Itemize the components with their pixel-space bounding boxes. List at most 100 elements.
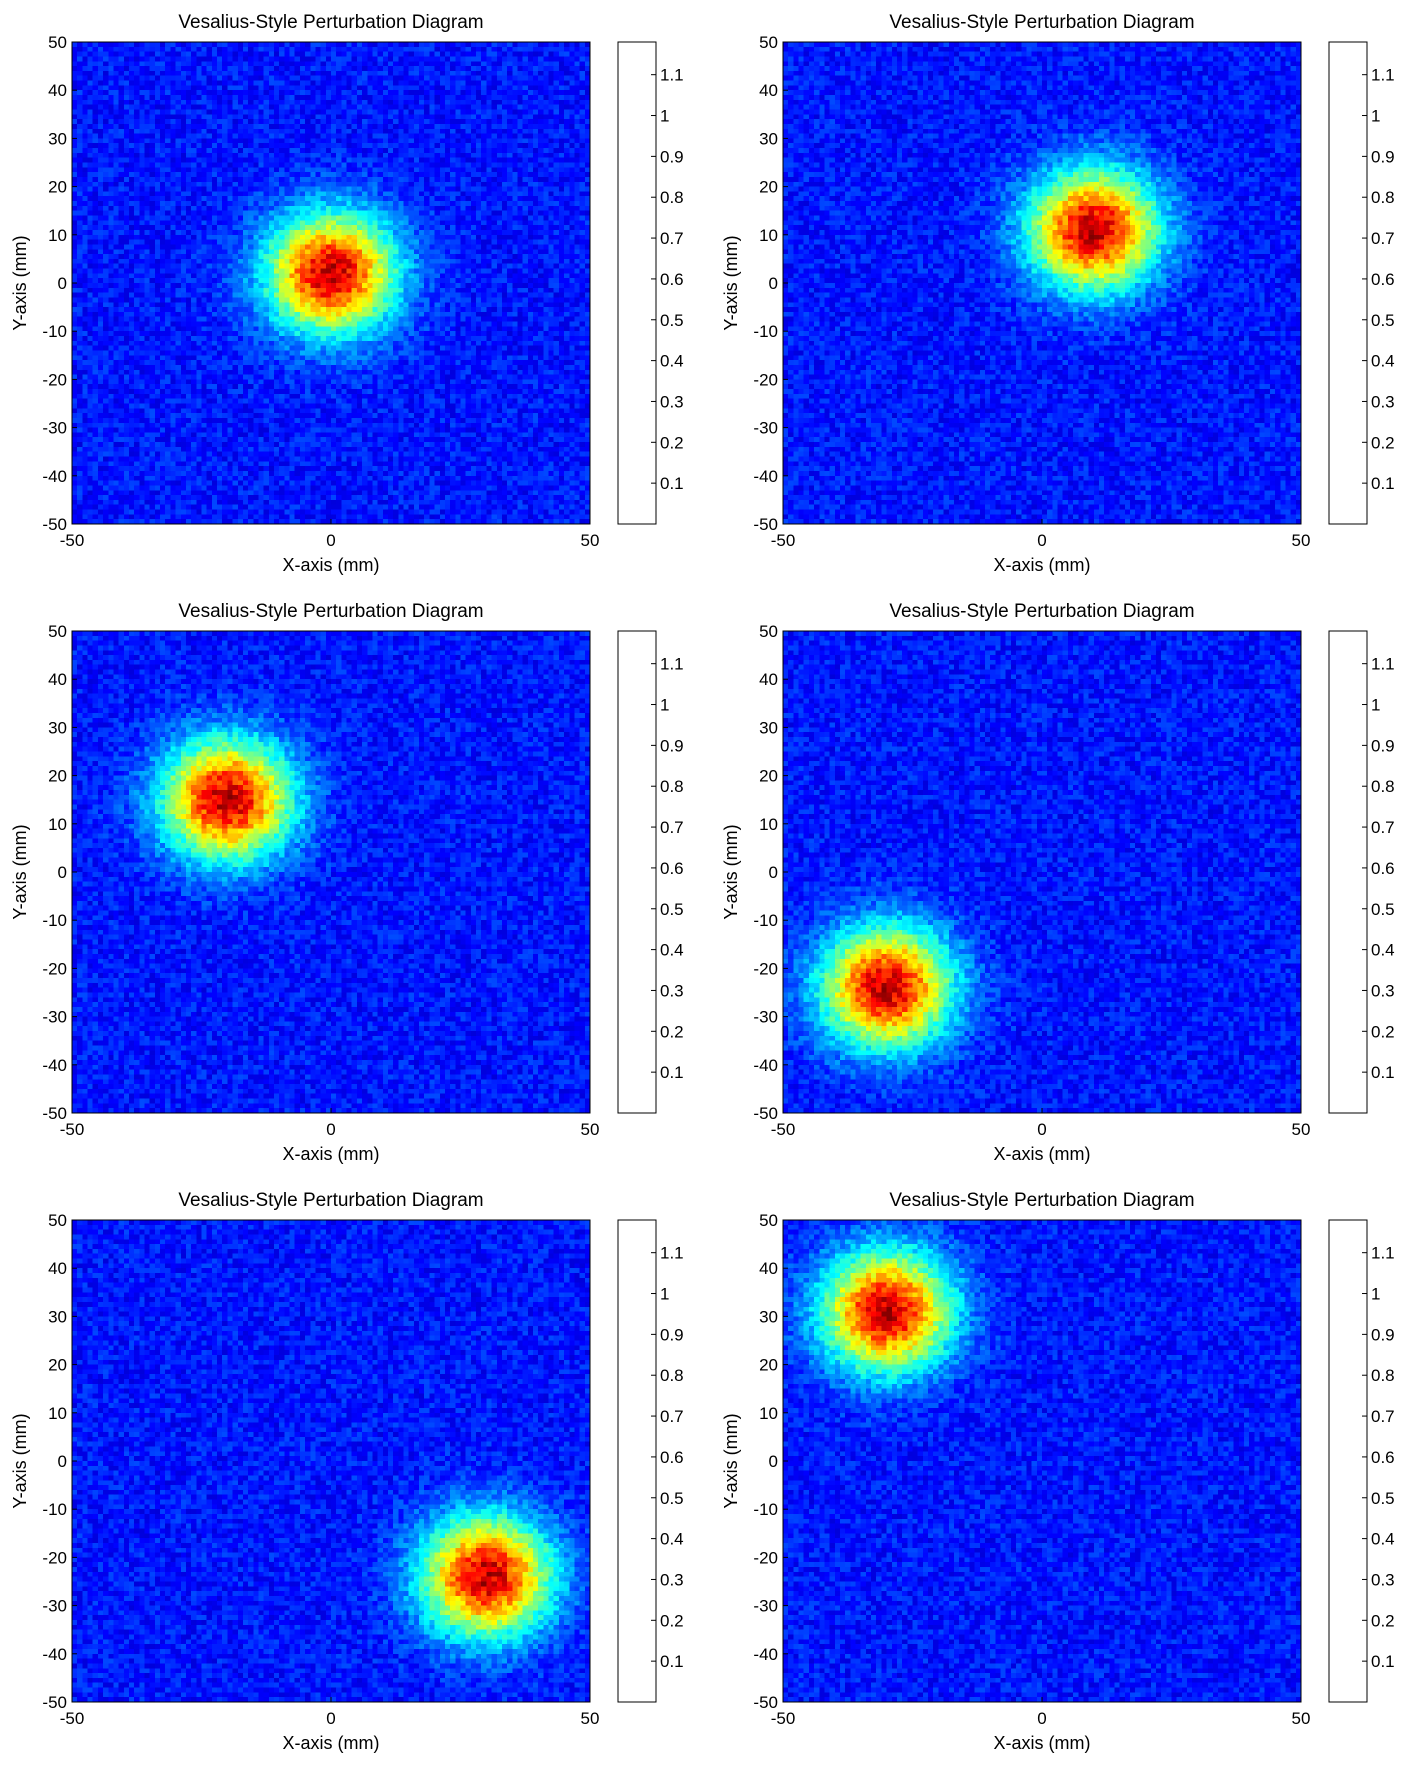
x-axis-label: X-axis (mm) bbox=[283, 1733, 380, 1753]
y-tick-label: -50 bbox=[42, 1693, 67, 1712]
chart-svg: Vesalius-Style Perturbation Diagram 50 40 3… bbox=[10, 12, 684, 575]
colorbar-tick-label: 0.7 bbox=[1371, 818, 1395, 837]
colorbar-tick-label: 1 bbox=[1371, 1285, 1380, 1304]
colorbar-tick-label: 1 bbox=[660, 696, 669, 715]
colorbar-tick-label: 0.3 bbox=[1371, 1570, 1395, 1589]
colorbar-tick-label: 0.8 bbox=[660, 1366, 684, 1385]
y-tick-label: 10 bbox=[48, 226, 67, 245]
colorbar-tick-label: 0.4 bbox=[1371, 941, 1395, 960]
chart-svg: Vesalius-Style Perturbation Diagram 50 40 3… bbox=[721, 601, 1395, 1164]
y-tick-label: 50 bbox=[759, 33, 778, 52]
y-tick-label: 30 bbox=[759, 1307, 778, 1326]
x-axis-label: X-axis (mm) bbox=[994, 1733, 1091, 1753]
colorbar-tick-label: 0.9 bbox=[660, 147, 684, 166]
y-tick-label: -20 bbox=[42, 370, 67, 389]
y-tick-label: 30 bbox=[48, 1307, 67, 1326]
y-tick-label: -30 bbox=[753, 1008, 778, 1027]
y-tick-label: 30 bbox=[759, 718, 778, 737]
y-tick-label: -50 bbox=[753, 1104, 778, 1123]
heatmap-image bbox=[783, 42, 1301, 524]
chart-svg: Vesalius-Style Perturbation Diagram 50 40 3… bbox=[10, 601, 684, 1164]
y-tick-label: 10 bbox=[759, 815, 778, 834]
colorbar-tick-label: 0.2 bbox=[660, 433, 684, 452]
colorbar-tick-label: 0.5 bbox=[660, 311, 684, 330]
y-tick-label: 20 bbox=[759, 1356, 778, 1375]
colorbar-tick-label: 0.1 bbox=[1371, 1652, 1395, 1671]
x-tick-label: -50 bbox=[60, 1120, 85, 1139]
y-tick-label: -40 bbox=[42, 1645, 67, 1664]
y-tick-label: 20 bbox=[48, 767, 67, 786]
y-tick-label: 50 bbox=[759, 1211, 778, 1230]
colorbar bbox=[1328, 630, 1368, 1114]
colorbar-tick-label: 0.9 bbox=[660, 736, 684, 755]
colorbar-tick-label: 0.4 bbox=[660, 941, 684, 960]
colorbar-tick-label: 0.8 bbox=[1371, 188, 1395, 207]
x-axis-label: X-axis (mm) bbox=[994, 555, 1091, 575]
y-tick-label: 30 bbox=[48, 718, 67, 737]
colorbar-tick-label: 0.7 bbox=[660, 818, 684, 837]
y-tick-label: -30 bbox=[42, 419, 67, 438]
y-axis-label: Y-axis (mm) bbox=[10, 1413, 30, 1508]
chart-panel-4: Vesalius-Style Perturbation Diagram 50 40 3… bbox=[711, 589, 1421, 1177]
colorbar-tick-label: 0.1 bbox=[660, 1652, 684, 1671]
colorbar-tick-label: 0.4 bbox=[1371, 352, 1395, 371]
y-tick-label: 40 bbox=[759, 1259, 778, 1278]
x-tick-label: -50 bbox=[771, 1120, 796, 1139]
y-tick-label: 40 bbox=[48, 1259, 67, 1278]
y-tick-label: 50 bbox=[48, 622, 67, 641]
colorbar-tick-label: 0.6 bbox=[660, 859, 684, 878]
y-tick-label: 40 bbox=[48, 81, 67, 100]
y-tick-label: -30 bbox=[42, 1008, 67, 1027]
colorbar-tick-label: 0.6 bbox=[1371, 270, 1395, 289]
colorbar-tick-label: 0.6 bbox=[1371, 1448, 1395, 1467]
colorbar bbox=[1328, 41, 1368, 525]
y-axis-label: Y-axis (mm) bbox=[10, 824, 30, 919]
y-tick-label: 0 bbox=[769, 274, 778, 293]
y-tick-label: 50 bbox=[48, 1211, 67, 1230]
colorbar-tick-label: 0.3 bbox=[660, 981, 684, 1000]
colorbar-tick-label: 1.1 bbox=[660, 1244, 684, 1263]
chart-title: Vesalius-Style Perturbation Diagram bbox=[889, 601, 1194, 622]
colorbar-tick-label: 0.2 bbox=[1371, 1611, 1395, 1630]
colorbar-tick-label: 1.1 bbox=[1371, 1244, 1395, 1263]
y-tick-label: 10 bbox=[48, 1404, 67, 1423]
y-axis-label: Y-axis (mm) bbox=[721, 1413, 741, 1508]
y-tick-label: -10 bbox=[42, 322, 67, 341]
heatmap-image bbox=[783, 1220, 1301, 1702]
colorbar-tick-label: 0.5 bbox=[660, 1489, 684, 1508]
chart-title: Vesalius-Style Perturbation Diagram bbox=[889, 12, 1194, 33]
y-tick-label: -40 bbox=[42, 1056, 67, 1075]
colorbar-tick-label: 0.7 bbox=[1371, 229, 1395, 248]
y-tick-label: 0 bbox=[58, 1452, 67, 1471]
chart-svg: Vesalius-Style Perturbation Diagram 50 40 3… bbox=[721, 1190, 1395, 1753]
x-tick-label: 0 bbox=[326, 531, 335, 550]
colorbar-tick-label: 1.1 bbox=[660, 66, 684, 85]
colorbar-tick-label: 0.9 bbox=[1371, 1325, 1395, 1344]
colorbar-tick-label: 0.8 bbox=[1371, 1366, 1395, 1385]
colorbar-tick-label: 0.7 bbox=[660, 1407, 684, 1426]
chart-panel-2: Vesalius-Style Perturbation Diagram 50 40 3… bbox=[711, 0, 1421, 588]
y-tick-label: 30 bbox=[759, 129, 778, 148]
chart-title: Vesalius-Style Perturbation Diagram bbox=[178, 12, 483, 33]
colorbar-tick-label: 0.5 bbox=[1371, 311, 1395, 330]
x-tick-label: 0 bbox=[326, 1709, 335, 1728]
colorbar-tick-label: 1 bbox=[660, 1285, 669, 1304]
colorbar-tick-label: 0.5 bbox=[1371, 1489, 1395, 1508]
colorbar-tick-label: 0.3 bbox=[660, 1570, 684, 1589]
y-tick-label: -40 bbox=[753, 1645, 778, 1664]
colorbar-tick-label: 0.8 bbox=[1371, 777, 1395, 796]
colorbar-tick-label: 0.2 bbox=[660, 1611, 684, 1630]
colorbar-tick-label: 0.1 bbox=[1371, 1063, 1395, 1082]
y-tick-label: 40 bbox=[48, 670, 67, 689]
x-tick-label: 0 bbox=[1037, 1709, 1046, 1728]
y-tick-label: 40 bbox=[759, 81, 778, 100]
heatmap-image bbox=[72, 42, 590, 524]
y-tick-label: 40 bbox=[759, 670, 778, 689]
y-tick-label: -20 bbox=[753, 370, 778, 389]
colorbar-tick-label: 0.1 bbox=[660, 474, 684, 493]
chart-title: Vesalius-Style Perturbation Diagram bbox=[178, 1190, 483, 1211]
colorbar-tick-label: 0.4 bbox=[660, 352, 684, 371]
y-tick-label: -40 bbox=[753, 467, 778, 486]
y-tick-label: -50 bbox=[42, 1104, 67, 1123]
